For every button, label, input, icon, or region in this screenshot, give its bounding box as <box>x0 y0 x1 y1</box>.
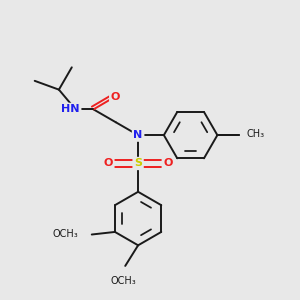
Text: O: O <box>164 158 173 169</box>
Text: HN: HN <box>61 104 80 114</box>
Text: S: S <box>134 158 142 169</box>
Text: O: O <box>111 92 120 101</box>
Text: N: N <box>134 130 143 140</box>
Text: OCH₃: OCH₃ <box>110 276 136 286</box>
Text: OCH₃: OCH₃ <box>52 229 78 238</box>
Text: CH₃: CH₃ <box>246 129 264 139</box>
Text: O: O <box>103 158 113 169</box>
